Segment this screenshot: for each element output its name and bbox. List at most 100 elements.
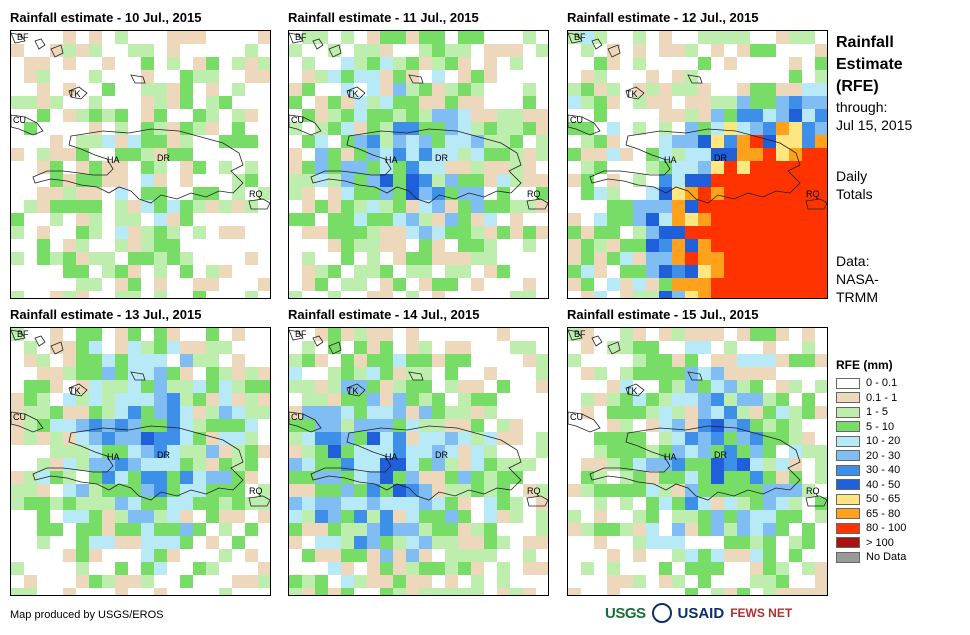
rainfall-cell bbox=[607, 458, 620, 471]
rainfall-cell bbox=[380, 57, 393, 70]
rainfall-cell bbox=[815, 588, 827, 595]
legend-label: 1 - 5 bbox=[866, 406, 889, 419]
rainfall-cell bbox=[128, 471, 141, 484]
rainfall-cell bbox=[89, 31, 102, 44]
rainfall-cell bbox=[289, 406, 302, 419]
country-label: DR bbox=[157, 153, 170, 163]
rainfall-cell bbox=[63, 148, 76, 161]
rainfall-cell bbox=[245, 458, 258, 471]
rainfall-cell bbox=[711, 406, 724, 419]
country-label: BF bbox=[574, 32, 586, 42]
rainfall-cell bbox=[698, 174, 711, 187]
rainfall-cell bbox=[380, 83, 393, 96]
rainfall-cell bbox=[724, 278, 737, 291]
coastline bbox=[328, 341, 342, 355]
rainfall-cell bbox=[659, 380, 672, 393]
rainfall-cell bbox=[685, 380, 698, 393]
rainfall-cell bbox=[815, 83, 827, 96]
rainfall-cell bbox=[581, 226, 594, 239]
rainfall-cell bbox=[302, 226, 315, 239]
rainfall-cell bbox=[63, 354, 76, 367]
rainfall-cell bbox=[154, 406, 167, 419]
rainfall-cell bbox=[302, 213, 315, 226]
rainfall-cell bbox=[672, 484, 685, 497]
coastline bbox=[625, 383, 645, 397]
rainfall-cell bbox=[289, 510, 302, 523]
rainfall-cell bbox=[581, 523, 594, 536]
rainfall-cell bbox=[607, 148, 620, 161]
rainfall-cell bbox=[128, 135, 141, 148]
rainfall-cell bbox=[711, 213, 724, 226]
rainfall-cell bbox=[510, 510, 523, 523]
rainfall-cell bbox=[484, 484, 497, 497]
rainfall-cell bbox=[24, 484, 37, 497]
legend-item: 40 - 50 bbox=[836, 478, 906, 493]
rainfall-cell bbox=[432, 278, 445, 291]
rainfall-cell bbox=[419, 562, 432, 575]
rainfall-cell bbox=[76, 549, 89, 562]
rainfall-cell bbox=[594, 109, 607, 122]
rainfall-cell bbox=[115, 523, 128, 536]
rainfall-cell bbox=[458, 57, 471, 70]
rainfall-cell bbox=[698, 406, 711, 419]
rainfall-cell bbox=[659, 497, 672, 510]
rainfall-cell bbox=[737, 393, 750, 406]
rainfall-cell bbox=[219, 497, 232, 510]
rainfall-cell bbox=[763, 536, 776, 549]
rainfall-cell bbox=[445, 510, 458, 523]
rainfall-cell bbox=[128, 226, 141, 239]
rainfall-cell bbox=[354, 406, 367, 419]
rainfall-cell bbox=[141, 562, 154, 575]
rainfall-cell bbox=[776, 200, 789, 213]
rainfall-cell bbox=[258, 31, 270, 44]
rainfall-cell bbox=[607, 393, 620, 406]
data-source-info: Data: NASA- TRMM bbox=[836, 252, 879, 306]
rainfall-cell bbox=[724, 148, 737, 161]
rainfall-cell bbox=[154, 96, 167, 109]
rainfall-cell bbox=[406, 406, 419, 419]
rainfall-cell bbox=[711, 497, 724, 510]
rainfall-cell bbox=[232, 122, 245, 135]
rainfall-cell bbox=[63, 445, 76, 458]
rainfall-cell bbox=[419, 458, 432, 471]
rainfall-cell bbox=[154, 83, 167, 96]
legend-item: 10 - 20 bbox=[836, 434, 906, 449]
rainfall-cell bbox=[302, 419, 315, 432]
country-label: CU bbox=[291, 115, 304, 125]
rainfall-cell bbox=[102, 367, 115, 380]
rainfall-cell bbox=[445, 354, 458, 367]
rainfall-cell bbox=[302, 174, 315, 187]
rainfall-cell bbox=[458, 252, 471, 265]
rainfall-cell bbox=[50, 380, 63, 393]
rainfall-cell bbox=[341, 161, 354, 174]
rainfall-cell bbox=[672, 432, 685, 445]
rainfall-cell bbox=[380, 341, 393, 354]
rainfall-cell bbox=[406, 471, 419, 484]
rainfall-cell bbox=[289, 575, 302, 588]
rainfall-cell bbox=[406, 458, 419, 471]
rainfall-cell bbox=[471, 536, 484, 549]
rainfall-cell bbox=[698, 96, 711, 109]
rainfall-cell bbox=[141, 174, 154, 187]
rainfall-cell bbox=[497, 200, 510, 213]
rainfall-cell bbox=[536, 354, 548, 367]
rainfall-cell bbox=[115, 562, 128, 575]
rainfall-cell bbox=[620, 484, 633, 497]
rainfall-cell bbox=[393, 393, 406, 406]
rainfall-cell bbox=[510, 148, 523, 161]
rainfall-cell bbox=[206, 187, 219, 200]
rainfall-cell bbox=[50, 497, 63, 510]
rainfall-cell bbox=[763, 239, 776, 252]
legend-swatch bbox=[836, 450, 860, 462]
rainfall-cell bbox=[232, 354, 245, 367]
rainfall-cell bbox=[141, 148, 154, 161]
rainfall-cell bbox=[37, 252, 50, 265]
rainfall-cell bbox=[328, 458, 341, 471]
rainfall-cell bbox=[315, 70, 328, 83]
rainfall-cell bbox=[341, 226, 354, 239]
rainfall-cell bbox=[763, 135, 776, 148]
rainfall-cell bbox=[737, 109, 750, 122]
country-label: TK bbox=[69, 386, 81, 396]
rainfall-cell bbox=[180, 135, 193, 148]
rainfall-cell bbox=[445, 122, 458, 135]
